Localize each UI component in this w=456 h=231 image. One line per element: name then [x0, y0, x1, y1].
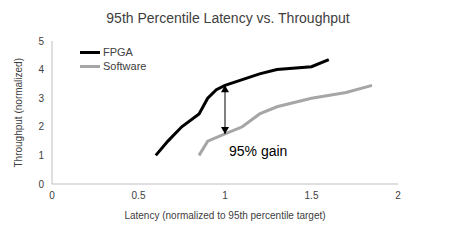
svg-text:5: 5 — [38, 36, 44, 47]
svg-text:Latency (normalized to 95th pe: Latency (normalized to 95th percentile t… — [124, 210, 325, 221]
svg-text:0: 0 — [49, 190, 55, 201]
svg-text:1.5: 1.5 — [305, 190, 319, 201]
svg-text:1: 1 — [38, 150, 44, 161]
html-text:Software: Software — [103, 60, 147, 72]
svg-text:0: 0 — [38, 179, 44, 190]
svg-text:2: 2 — [395, 190, 401, 201]
html-text:FPGA: FPGA — [103, 46, 133, 58]
svg-text:0.5: 0.5 — [132, 190, 146, 201]
svg-text:95% gain: 95% gain — [229, 143, 287, 159]
svg-text:1: 1 — [222, 190, 228, 201]
svg-text:4: 4 — [38, 64, 44, 75]
html-text:95th Percentile Latency vs. Th: 95th Percentile Latency vs. Throughput — [106, 10, 350, 26]
svg-text:Throughput (normalized): Throughput (normalized) — [13, 58, 24, 168]
svg-text:2: 2 — [38, 121, 44, 132]
svg-text:3: 3 — [38, 93, 44, 104]
